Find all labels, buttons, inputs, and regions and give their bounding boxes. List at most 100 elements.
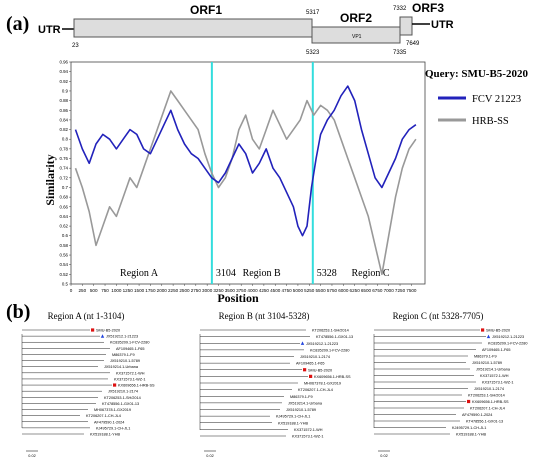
legend-query-label: Query: SMU-B5-2020 — [425, 68, 528, 80]
y-tick-label: 0.9 — [62, 88, 69, 93]
orf1-box — [73, 18, 313, 38]
tree-leaf-label: KX609656.1-HRB-SS — [314, 375, 351, 379]
x-tick-label: 2750 — [191, 288, 202, 293]
y-tick-label: 0.68 — [59, 195, 68, 200]
highlight-marker — [309, 374, 313, 378]
x-tick-label: 6250 — [350, 288, 361, 293]
highlight-marker — [91, 328, 95, 332]
x-tick-label: 1250 — [123, 288, 134, 293]
y-tick-label: 0.78 — [59, 146, 68, 151]
tree-leaf-label: KC835209.1-FCV-2280 — [110, 341, 149, 345]
chart-legend: Query: SMU-B5-2020 FCV 21223 HRB-SS — [425, 68, 528, 127]
phylogenetic-trees: Region A (nt 1-3104) SMU-B5-2020 JX519212.… — [21, 311, 527, 458]
tree-leaf-label: KT206253.1-SH/2014 — [468, 394, 505, 398]
pos-7649-label: 7649 — [406, 41, 420, 47]
tree-title: Region A (nt 1-3104) — [48, 311, 125, 321]
tree-leaf-label: KX609656.1-HRB-SS — [118, 384, 155, 388]
tree-leaf-label: KJ495729.1-CH-JL1 — [276, 415, 310, 419]
tree-leaf-label: KX519188.1-YHB — [90, 433, 120, 437]
breakpoint-label: 3104 — [216, 268, 236, 279]
tree-leaf-label: KJ495729.1-CH-JL1 — [96, 426, 130, 430]
x-tick-label: 7500 — [406, 288, 417, 293]
y-tick-label: 0.86 — [59, 108, 68, 113]
y-tick-label: 0.58 — [59, 243, 68, 248]
orf2-label: ORF2 — [340, 11, 372, 25]
tree-leaf-label: KX519188.1-YHB — [278, 421, 308, 425]
tree-leaf-label: KJ495729.1-CH-JL1 — [452, 426, 486, 430]
plot-frame — [70, 61, 426, 285]
x-tick-label: 4500 — [270, 288, 281, 293]
tree-leaf-label: KT478556.1-GX01-13 — [316, 335, 353, 339]
tree-leaf-label: KX371572.1-WH — [294, 428, 323, 432]
breakpoint-label: 5328 — [317, 268, 337, 279]
tree-leaf-label: JX519212.1-21223 — [492, 335, 524, 339]
x-tick-label: 3500 — [225, 288, 236, 293]
region-label: Region C — [352, 268, 390, 279]
tree-leaf-label: AF479590.1-2024 — [94, 420, 124, 424]
tree-leaf-label: KT206253.1-SH/2014 — [104, 396, 141, 400]
region-label: Region B — [243, 268, 281, 279]
tree-title: Region C (nt 5328-7705) — [393, 311, 484, 321]
orf3-label: ORF3 — [412, 1, 444, 15]
tree-leaf-label: KX371572.1-WH — [116, 371, 145, 375]
x-tick-label: 250 — [79, 288, 87, 293]
y-tick-label: 0.66 — [59, 204, 68, 209]
tree-scale-label: 0.02 — [206, 454, 213, 458]
y-tick-label: 0.94 — [59, 69, 68, 74]
y-tick-label: 0.84 — [59, 117, 68, 122]
tree-leaf-label: SMU-B5-2020 — [308, 368, 332, 372]
tree-leaf-label: JX519214.1-Urbana — [476, 368, 511, 372]
y-tick-label: 0.74 — [59, 166, 68, 171]
tree-leaf-label: KT206207.1-CH-JL4 — [298, 388, 333, 392]
x-tick-label: 2250 — [168, 288, 179, 293]
tree-leaf-label: JX519212.1-21223 — [306, 342, 338, 346]
highlight-marker — [467, 399, 471, 404]
y-tick-label: 0.88 — [59, 98, 68, 103]
panel-b-label: (b) — [6, 301, 30, 323]
x-tick-label: 1000 — [111, 288, 122, 293]
y-tick-label: 0.72 — [59, 175, 68, 180]
y-tick-label: 0.92 — [59, 79, 68, 84]
y-tick-label: 0.5 — [62, 282, 69, 287]
pos-7335-label: 7335 — [393, 50, 407, 56]
vp1-label: VP1 — [352, 34, 362, 40]
utr-left-label: UTR — [38, 24, 61, 36]
tree-leaf-label: SMU-B5-2020 — [486, 329, 510, 333]
x-tick-label: 6750 — [372, 288, 383, 293]
tree-leaf-label: KT206207.1-CH-JL4 — [86, 414, 121, 418]
chart-plot-area: 0 250 500 750 1000 1250 1500 1750 2000 2250 2500 27… — [59, 60, 426, 293]
tree-leaf-label: SMU-B5-2020 — [96, 329, 120, 333]
tree-leaf-label: JX519210.1-2174 — [300, 355, 330, 359]
x-tick-label: 750 — [101, 288, 109, 293]
highlight-marker — [113, 383, 117, 387]
highlight-marker — [303, 368, 307, 372]
x-tick-label: 7000 — [384, 288, 395, 293]
x-tick-label: 5500 — [315, 288, 326, 293]
x-tick-label: 3750 — [236, 288, 247, 293]
similarity-chart: Similarity Position 0 250 500 750 1000 1250 15… — [43, 60, 426, 305]
x-tick-label: 4000 — [247, 288, 258, 293]
x-tick-label: 5000 — [293, 288, 304, 293]
tree-leaf-label: KC835209.1-FCV-2280 — [310, 348, 349, 352]
x-tick-label: 2500 — [179, 288, 190, 293]
y-tick-label: 0.6 — [62, 233, 69, 238]
tree-leaf-label: KT206207.1-CH-JL4 — [470, 407, 505, 411]
tree-leaf-label: MH067378.1-GX2019 — [94, 408, 131, 412]
pos-5317-label: 5317 — [306, 10, 320, 16]
tree-leaf-label: M86379.1-F9 — [474, 355, 497, 359]
tree-leaf-label: JX519210.1-2174 — [474, 387, 504, 391]
y-tick-label: 0.52 — [59, 272, 68, 277]
series-line — [74, 85, 417, 237]
genome-diagram: (a) UTR UTR ORF1 ORF2 ORF3 VP1 23 5317 5… — [6, 1, 454, 56]
tree-scale-label: 0.02 — [380, 454, 387, 458]
x-tick-label: 1750 — [145, 288, 156, 293]
tree-leaf-label: JX519214.1-Urbana — [104, 365, 139, 369]
tree-leaf-label: KX519188.1-YHB — [456, 433, 486, 437]
region-label: Region A — [120, 268, 159, 279]
x-tick-label: 1500 — [134, 288, 145, 293]
y-tick-label: 0.7 — [62, 185, 69, 190]
tree-leaf-label: KX371573.1-WZ-1 — [114, 377, 145, 381]
x-tick-label: 3250 — [213, 288, 224, 293]
tree-leaf-label: KT206253.1-SH/2014 — [312, 329, 349, 333]
panel-a-label: (a) — [6, 13, 29, 35]
